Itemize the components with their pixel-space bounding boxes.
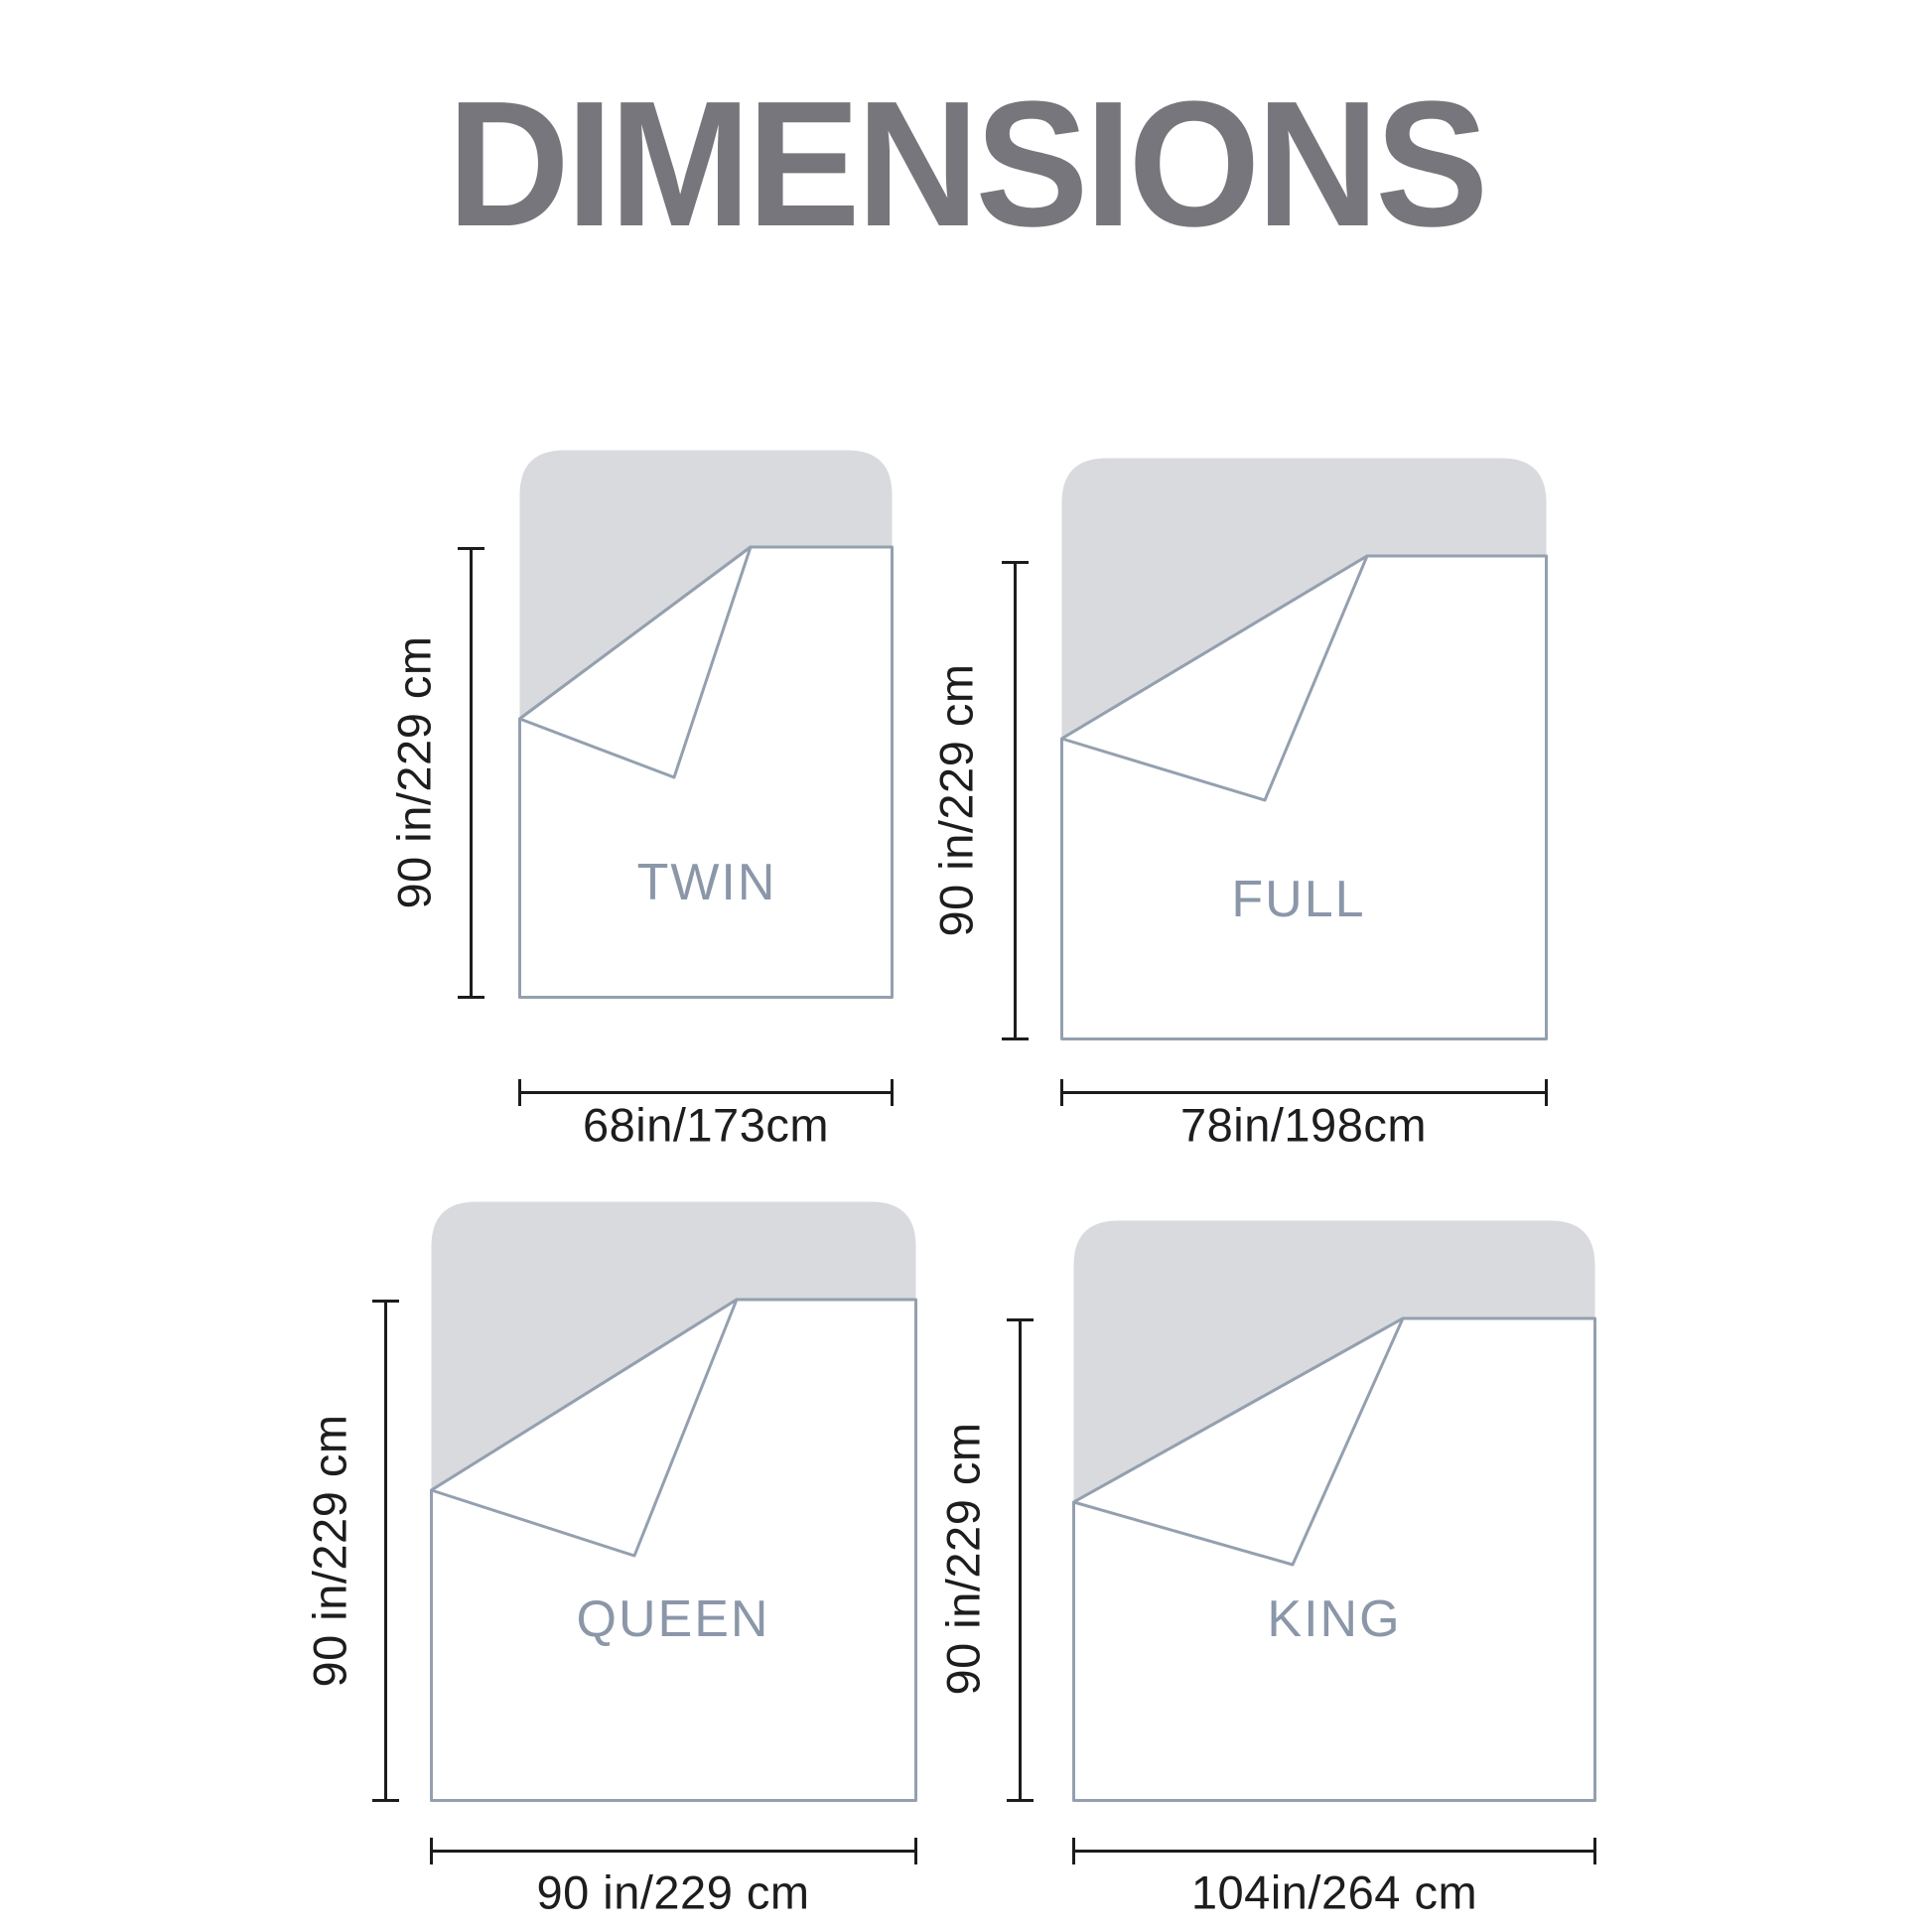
height-dimension-line-queen: [372, 1300, 399, 1802]
height-label-queen: 90 in/229 cm: [303, 1414, 356, 1688]
bed-name-king: KING: [1267, 1590, 1402, 1648]
width-label-full: 78in/198cm: [1180, 1098, 1427, 1152]
width-label-twin: 68in/173cm: [583, 1098, 829, 1152]
height-dimension-line-twin: [458, 547, 484, 999]
pillow-shape: [431, 1201, 916, 1490]
bed-illustration-full: [1060, 458, 1548, 1040]
fold-shape: [1060, 554, 1369, 802]
bed-illustration-twin: [518, 450, 894, 999]
pillow-shape: [1061, 458, 1547, 739]
width-label-queen: 90 in/229 cm: [536, 1865, 810, 1919]
fold-shape: [1072, 1316, 1405, 1567]
width-dimension-line-full: [1060, 1079, 1548, 1106]
height-label-king: 90 in/229 cm: [936, 1422, 990, 1696]
pillow-shape: [519, 450, 893, 719]
width-dimension-line-twin: [518, 1079, 894, 1106]
bed-illustration-queen: [430, 1201, 917, 1802]
fold-shape: [518, 545, 753, 779]
height-label-twin: 90 in/229 cm: [387, 635, 441, 909]
bed-name-twin: TWIN: [636, 854, 777, 911]
bed-name-queen: QUEEN: [576, 1590, 770, 1648]
width-dimension-line-king: [1072, 1838, 1596, 1864]
fold-shape: [430, 1298, 739, 1558]
page-title: DIMENSIONS: [447, 65, 1488, 264]
height-label-full: 90 in/229 cm: [929, 663, 983, 937]
pillow-shape: [1073, 1220, 1595, 1502]
height-dimension-line-full: [1002, 561, 1029, 1040]
width-label-king: 104in/264 cm: [1190, 1865, 1478, 1919]
height-dimension-line-king: [1007, 1318, 1034, 1802]
bed-name-full: FULL: [1231, 871, 1366, 928]
width-dimension-line-queen: [430, 1838, 917, 1864]
bed-illustration-king: [1072, 1220, 1596, 1802]
